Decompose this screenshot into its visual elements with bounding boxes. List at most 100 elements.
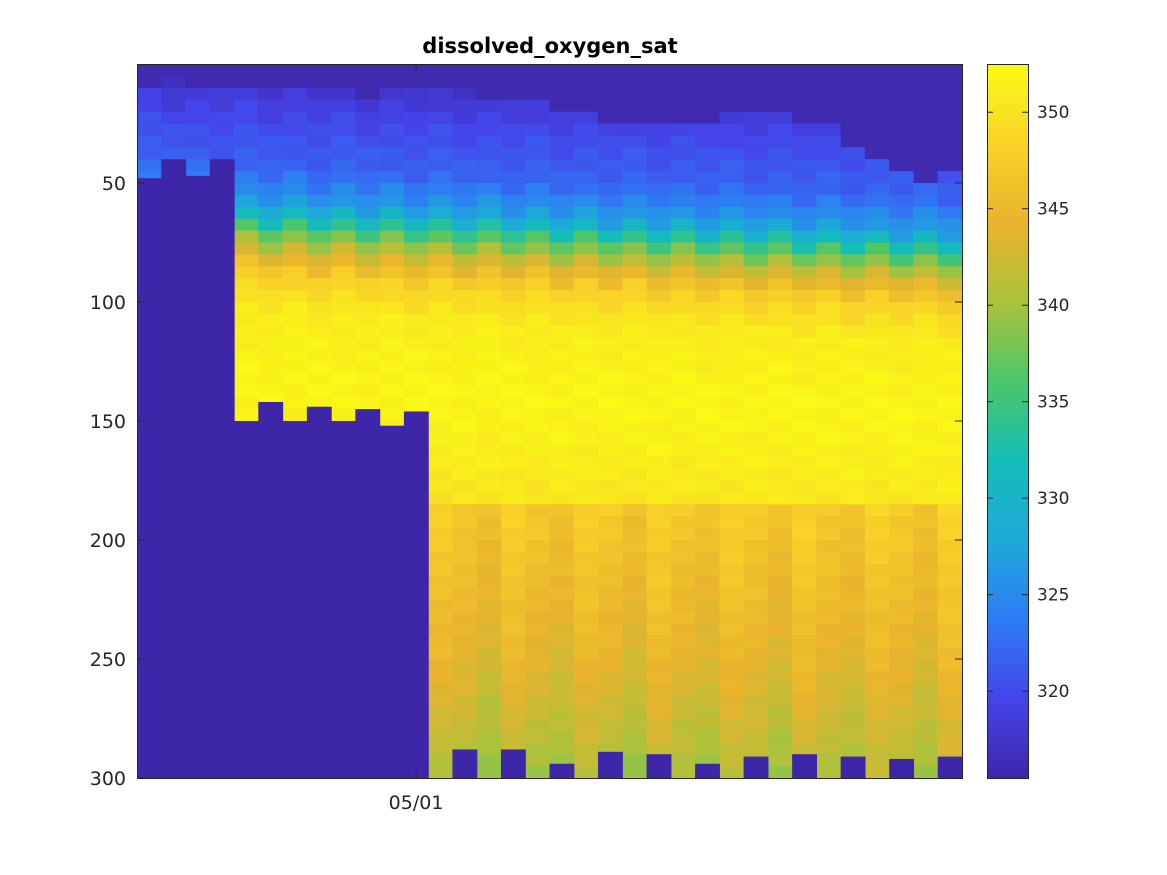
heatmap-cell bbox=[913, 325, 939, 339]
heatmap-cell bbox=[476, 456, 502, 470]
heatmap-cell bbox=[913, 266, 939, 279]
heatmap-cell bbox=[331, 75, 356, 89]
heatmap-cell bbox=[719, 635, 745, 648]
heatmap-cell bbox=[500, 468, 526, 482]
heatmap-cell bbox=[525, 349, 551, 363]
heatmap-cell bbox=[549, 492, 575, 505]
heatmap-cell bbox=[403, 302, 429, 315]
heatmap-cell bbox=[743, 183, 769, 196]
heatmap-cell bbox=[937, 302, 963, 315]
heatmap-cell bbox=[840, 361, 866, 374]
heatmap-cell bbox=[549, 266, 575, 279]
heatmap-cell bbox=[622, 480, 648, 493]
heatmap-cell bbox=[452, 623, 478, 636]
heatmap-cell bbox=[937, 718, 963, 731]
heatmap-cell bbox=[573, 194, 599, 208]
heatmap-cell bbox=[598, 147, 623, 160]
heatmap-cell bbox=[670, 682, 696, 696]
heatmap-cell bbox=[864, 87, 890, 101]
heatmap-cell bbox=[476, 766, 502, 779]
heatmap-cell bbox=[428, 64, 454, 77]
heatmap-cell bbox=[767, 147, 793, 160]
heatmap-cell bbox=[889, 432, 915, 446]
heatmap-cell bbox=[331, 64, 356, 77]
heatmap-cell bbox=[622, 385, 648, 398]
heatmap-cell bbox=[428, 313, 454, 327]
heatmap-cell bbox=[428, 75, 454, 89]
heatmap-cell bbox=[137, 75, 162, 89]
heatmap-cell bbox=[452, 670, 478, 684]
heatmap-cell bbox=[525, 468, 551, 482]
heatmap-cell bbox=[937, 575, 963, 589]
heatmap-cell bbox=[476, 337, 502, 351]
heatmap-cell bbox=[816, 504, 842, 517]
heatmap-cell bbox=[549, 444, 575, 458]
heatmap-cell bbox=[864, 313, 890, 327]
heatmap-cell bbox=[695, 754, 720, 767]
heatmap-cell bbox=[840, 635, 866, 648]
heatmap-cell bbox=[476, 754, 502, 767]
heatmap-cell bbox=[598, 325, 623, 339]
missing-data-cell bbox=[452, 749, 478, 778]
heatmap-cell bbox=[646, 742, 672, 755]
heatmap-cell bbox=[913, 563, 939, 577]
heatmap-cell bbox=[646, 599, 672, 612]
heatmap-cell bbox=[525, 575, 551, 589]
heatmap-cell bbox=[525, 87, 551, 101]
heatmap-cell bbox=[767, 266, 793, 279]
heatmap-cell bbox=[428, 147, 454, 160]
heatmap-cell bbox=[428, 611, 454, 624]
heatmap-cell bbox=[500, 325, 526, 339]
heatmap-cell bbox=[476, 194, 502, 208]
heatmap-cell bbox=[816, 183, 842, 196]
heatmap-cell bbox=[743, 325, 769, 339]
heatmap-cell bbox=[767, 563, 793, 577]
heatmap-cell bbox=[403, 385, 429, 398]
heatmap-cell bbox=[695, 302, 720, 315]
heatmap-cell bbox=[622, 468, 648, 482]
heatmap-cell bbox=[937, 123, 963, 136]
heatmap-cell bbox=[646, 516, 672, 529]
heatmap-cell bbox=[598, 242, 623, 255]
heatmap-cell bbox=[598, 516, 623, 529]
heatmap-cell bbox=[258, 254, 284, 267]
heatmap-cell bbox=[258, 361, 284, 374]
heatmap-cell bbox=[816, 361, 842, 374]
heatmap-cell bbox=[428, 682, 454, 696]
heatmap-cell bbox=[598, 171, 623, 184]
y-tick-label: 150 bbox=[90, 411, 126, 433]
heatmap-cell bbox=[452, 361, 478, 374]
heatmap-cell bbox=[379, 87, 405, 101]
heatmap-cell bbox=[598, 456, 623, 470]
heatmap-cell bbox=[889, 575, 915, 589]
heatmap-cell bbox=[670, 206, 696, 220]
heatmap-cell bbox=[403, 99, 429, 113]
missing-data-cell bbox=[379, 425, 405, 778]
heatmap-cell bbox=[937, 635, 963, 648]
heatmap-cell bbox=[500, 111, 526, 125]
heatmap-cell bbox=[646, 254, 672, 267]
heatmap-cell bbox=[816, 551, 842, 565]
heatmap-cell bbox=[306, 206, 332, 220]
heatmap-cell bbox=[500, 87, 526, 101]
heatmap-cell bbox=[889, 159, 915, 172]
heatmap-cell bbox=[719, 302, 745, 315]
heatmap-cell bbox=[913, 754, 939, 767]
heatmap-cell bbox=[743, 635, 769, 648]
chart-title: dissolved_oxygen_sat bbox=[422, 34, 677, 58]
heatmap-cell bbox=[258, 290, 284, 303]
heatmap-cell bbox=[670, 468, 696, 482]
heatmap-cell bbox=[331, 135, 356, 148]
heatmap-cell bbox=[598, 230, 623, 244]
heatmap-cell bbox=[573, 397, 599, 410]
heatmap-cell bbox=[792, 480, 818, 493]
heatmap-cell bbox=[234, 266, 259, 279]
heatmap-cell bbox=[670, 635, 696, 648]
heatmap-cell bbox=[937, 730, 963, 743]
heatmap-cell bbox=[670, 444, 696, 458]
heatmap-cell bbox=[452, 718, 478, 731]
heatmap-cell bbox=[622, 123, 648, 136]
heatmap-cell bbox=[258, 349, 284, 363]
heatmap-cell bbox=[937, 409, 963, 422]
heatmap-cell bbox=[379, 123, 405, 136]
